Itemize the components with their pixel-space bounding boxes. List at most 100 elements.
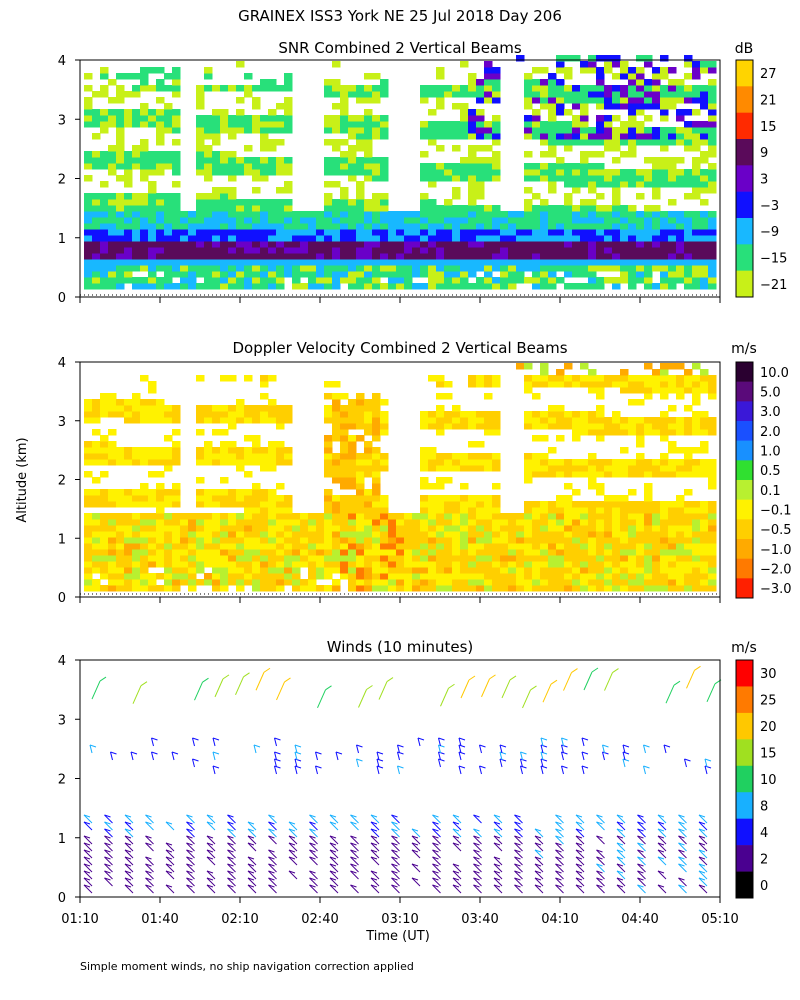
velocity-cell (564, 423, 573, 430)
snr-cell (156, 127, 165, 134)
snr-cell (700, 133, 709, 140)
velocity-cell (700, 441, 709, 448)
velocity-cell (300, 519, 309, 526)
snr-cell (708, 211, 717, 218)
velocity-cell (484, 549, 493, 556)
snr-cell (228, 235, 237, 242)
velocity-cell (148, 525, 157, 532)
snr-cell (332, 253, 341, 260)
velocity-cell (540, 369, 549, 376)
snr-cell (364, 175, 373, 182)
snr-cell (164, 271, 173, 278)
wind-barb (227, 849, 236, 859)
snr-cell (636, 181, 645, 188)
velocity-cell (428, 567, 437, 574)
velocity-cell (212, 525, 221, 532)
velocity-cell (356, 561, 365, 568)
wind-barb-flag (329, 842, 337, 846)
velocity-cell (372, 513, 381, 520)
velocity-cell (340, 417, 349, 424)
snr-cell (636, 277, 645, 284)
velocity-cell (604, 525, 613, 532)
wind-barb (432, 884, 441, 894)
snr-cell (532, 253, 541, 260)
wind-barb-flag (561, 765, 568, 769)
snr-cell (204, 253, 213, 260)
wind-barb (534, 856, 544, 866)
velocity-cell (124, 549, 133, 556)
snr-cell (292, 259, 301, 266)
snr-cell (348, 157, 357, 164)
wind-barb (555, 884, 564, 894)
snr-cell (332, 283, 341, 290)
velocity-cell (524, 579, 533, 586)
snr-cell (252, 127, 261, 134)
snr-cell (260, 265, 269, 272)
velocity-cell (660, 435, 669, 442)
velocity-cell (588, 465, 597, 472)
snr-cell (604, 121, 613, 128)
snr-cell (228, 121, 237, 128)
snr-cell (116, 199, 125, 206)
velocity-cell (404, 525, 413, 532)
wind-barb (206, 849, 216, 859)
velocity-cell (308, 585, 317, 592)
velocity-cell (284, 561, 293, 568)
snr-cell (284, 163, 293, 170)
velocity-cell (116, 573, 125, 580)
colorbar-frame (735, 59, 754, 298)
snr-cell (676, 241, 685, 248)
snr-cell (140, 67, 149, 74)
snr-cell (676, 259, 685, 266)
velocity-cell (92, 555, 101, 562)
velocity-cell (700, 525, 709, 532)
wind-barb-flag (329, 870, 337, 874)
velocity-cell (452, 585, 461, 592)
snr-cell (364, 217, 373, 224)
velocity-cell (252, 525, 261, 532)
snr-cell (636, 67, 645, 74)
snr-cell (556, 235, 565, 242)
velocity-cell (364, 441, 373, 448)
snr-cell (540, 217, 549, 224)
velocity-cell (708, 525, 717, 532)
snr-cell (564, 145, 573, 152)
velocity-cell (260, 393, 269, 400)
wind-barb (698, 842, 708, 852)
snr-cell (156, 151, 165, 158)
snr-cell (244, 271, 253, 278)
velocity-cell (348, 531, 357, 538)
velocity-cell (332, 561, 341, 568)
snr-cell (276, 235, 285, 242)
velocity-cell (644, 459, 653, 466)
velocity-cell (188, 543, 197, 550)
velocity-cell (92, 459, 101, 466)
velocity-cell (100, 549, 109, 556)
snr-cell (692, 181, 701, 188)
velocity-cell (484, 459, 493, 466)
velocity-cell (340, 525, 349, 532)
wind-barb-flag (534, 877, 542, 881)
wind-barb (616, 821, 626, 831)
snr-cell (172, 283, 181, 290)
velocity-cell (340, 435, 349, 442)
wind-barb-flag (391, 835, 398, 839)
wind-barb (247, 856, 257, 866)
velocity-cell (100, 537, 109, 544)
snr-cell (236, 115, 245, 122)
velocity-cell (636, 579, 645, 586)
wind-barb (124, 842, 134, 852)
velocity-cell (684, 555, 693, 562)
velocity-cell (628, 429, 637, 436)
snr-cell (292, 283, 301, 290)
velocity-cell (124, 555, 133, 562)
velocity-cell (444, 519, 453, 526)
velocity-cell (372, 543, 381, 550)
snr-cell (524, 73, 533, 80)
wind-barb-flag (247, 863, 255, 867)
wind-barb (268, 849, 277, 859)
wind-barb (288, 835, 298, 845)
velocity-cell (196, 543, 205, 550)
velocity-cell (468, 459, 477, 466)
